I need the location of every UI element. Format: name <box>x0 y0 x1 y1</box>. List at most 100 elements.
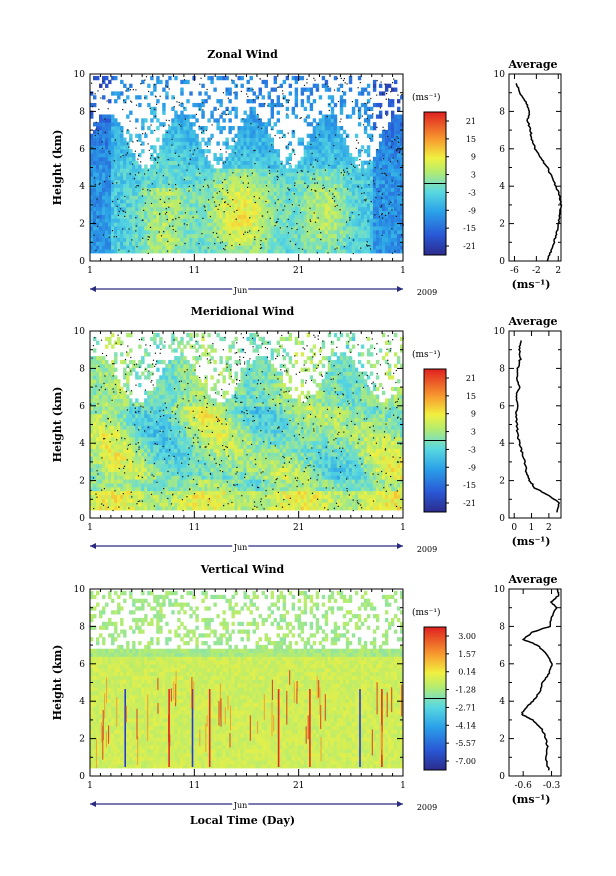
contour-dot <box>288 198 290 201</box>
heatmap-cell <box>342 160 347 165</box>
heatmap-cell <box>276 156 281 162</box>
contour-dot <box>175 244 177 246</box>
heatmap-cell <box>93 433 97 438</box>
heatmap-cell <box>321 195 326 200</box>
heatmap-cell <box>90 241 94 246</box>
heatmap-cell <box>393 245 398 250</box>
heatmap-cell <box>267 237 271 242</box>
heatmap-cell <box>255 95 259 100</box>
heatmap-cell <box>171 168 175 173</box>
heatmap-cell <box>237 222 241 227</box>
heatmap-cell <box>120 409 124 415</box>
heatmap-cell <box>270 164 274 169</box>
heatmap-cell <box>255 145 259 150</box>
heatmap-cell <box>297 179 302 185</box>
contour-dot <box>202 102 204 104</box>
heatmap-cell <box>345 237 350 242</box>
heatmap-cell <box>198 233 202 239</box>
heatmap-cell <box>177 168 181 173</box>
heatmap-cell <box>159 210 163 215</box>
heatmap-cell <box>90 506 94 511</box>
heatmap-cell <box>375 172 380 177</box>
heatmap-cell <box>99 145 103 150</box>
heatmap-cell <box>195 149 199 154</box>
heatmap-cell <box>105 390 109 395</box>
heatmap-cell <box>198 191 202 196</box>
heatmap-cell <box>312 229 317 235</box>
heatmap-cell <box>369 183 374 188</box>
heatmap-cell <box>99 479 103 484</box>
heatmap-cell <box>180 179 184 185</box>
y-tick-label: 2 <box>79 220 85 230</box>
heatmap-cell <box>249 176 253 181</box>
heatmap-cell <box>261 206 265 212</box>
heatmap-cell <box>180 229 184 235</box>
heatmap-cell <box>273 195 277 200</box>
heatmap-cell <box>366 172 371 177</box>
heatmap-cell <box>357 199 362 204</box>
heatmap-cell <box>111 133 115 138</box>
heatmap-cell <box>123 413 127 419</box>
heatmap-cell <box>231 229 235 235</box>
profile-y-tick-label: 0 <box>499 257 505 267</box>
heatmap-cell <box>363 241 368 246</box>
heatmap-cell <box>108 448 112 453</box>
contour-dot <box>304 182 306 184</box>
heatmap-cell <box>246 87 250 92</box>
heatmap-cell <box>168 233 172 239</box>
heatmap-cell <box>351 241 356 246</box>
heatmap-cell <box>135 160 139 165</box>
heatmap-cell <box>96 210 100 215</box>
heatmap-cell <box>369 245 374 250</box>
heatmap-cell <box>114 386 118 392</box>
heatmap-cell <box>198 102 202 108</box>
heatmap-cell <box>339 172 344 177</box>
heatmap-cell <box>399 241 404 246</box>
contour-dot <box>99 182 101 184</box>
heatmap-cell <box>111 218 115 223</box>
heatmap-cell <box>252 114 256 119</box>
panel-title: Meridional Wind <box>191 305 295 318</box>
contour-dot <box>395 215 397 217</box>
heatmap-cell <box>138 483 142 488</box>
heatmap-cell <box>348 164 353 169</box>
heatmap-cell <box>264 83 268 88</box>
heatmap-cell <box>258 160 262 165</box>
heatmap-cell <box>207 233 211 239</box>
heatmap-cell <box>105 440 109 445</box>
heatmap-cell <box>366 249 371 254</box>
heatmap-cell <box>321 145 326 150</box>
heatmap-cell <box>177 206 181 212</box>
heatmap-cell <box>153 149 157 154</box>
heatmap-cell <box>234 195 238 200</box>
heatmap-cell <box>216 199 220 204</box>
contour-dot <box>279 227 281 229</box>
heatmap-cell <box>204 168 208 173</box>
heatmap-cell <box>381 164 386 169</box>
heatmap-cell <box>120 149 124 154</box>
contour-dot <box>286 99 288 101</box>
heatmap-cell <box>159 241 163 246</box>
contour-dot <box>293 193 295 195</box>
heatmap-cell <box>99 126 103 131</box>
contour-dot <box>279 137 281 139</box>
contour-dot <box>400 149 402 151</box>
heatmap-cell <box>99 440 103 445</box>
heatmap-cell <box>150 76 154 81</box>
heatmap-cell <box>153 233 157 239</box>
heatmap-cell <box>234 152 238 158</box>
contour-dot <box>254 163 256 165</box>
heatmap-cell <box>123 459 127 465</box>
heatmap-cell <box>114 429 118 434</box>
heatmap-cell <box>93 494 97 499</box>
heatmap-cell <box>360 176 365 181</box>
heatmap-cell <box>186 210 190 215</box>
heatmap-cell <box>336 214 341 219</box>
heatmap-cell <box>309 195 314 200</box>
heatmap-cell <box>282 183 287 188</box>
contour-dot <box>168 198 170 200</box>
heatmap-cell <box>135 425 139 430</box>
heatmap-cell <box>261 226 265 231</box>
heatmap-cell <box>303 187 308 192</box>
heatmap-cell <box>144 133 148 138</box>
